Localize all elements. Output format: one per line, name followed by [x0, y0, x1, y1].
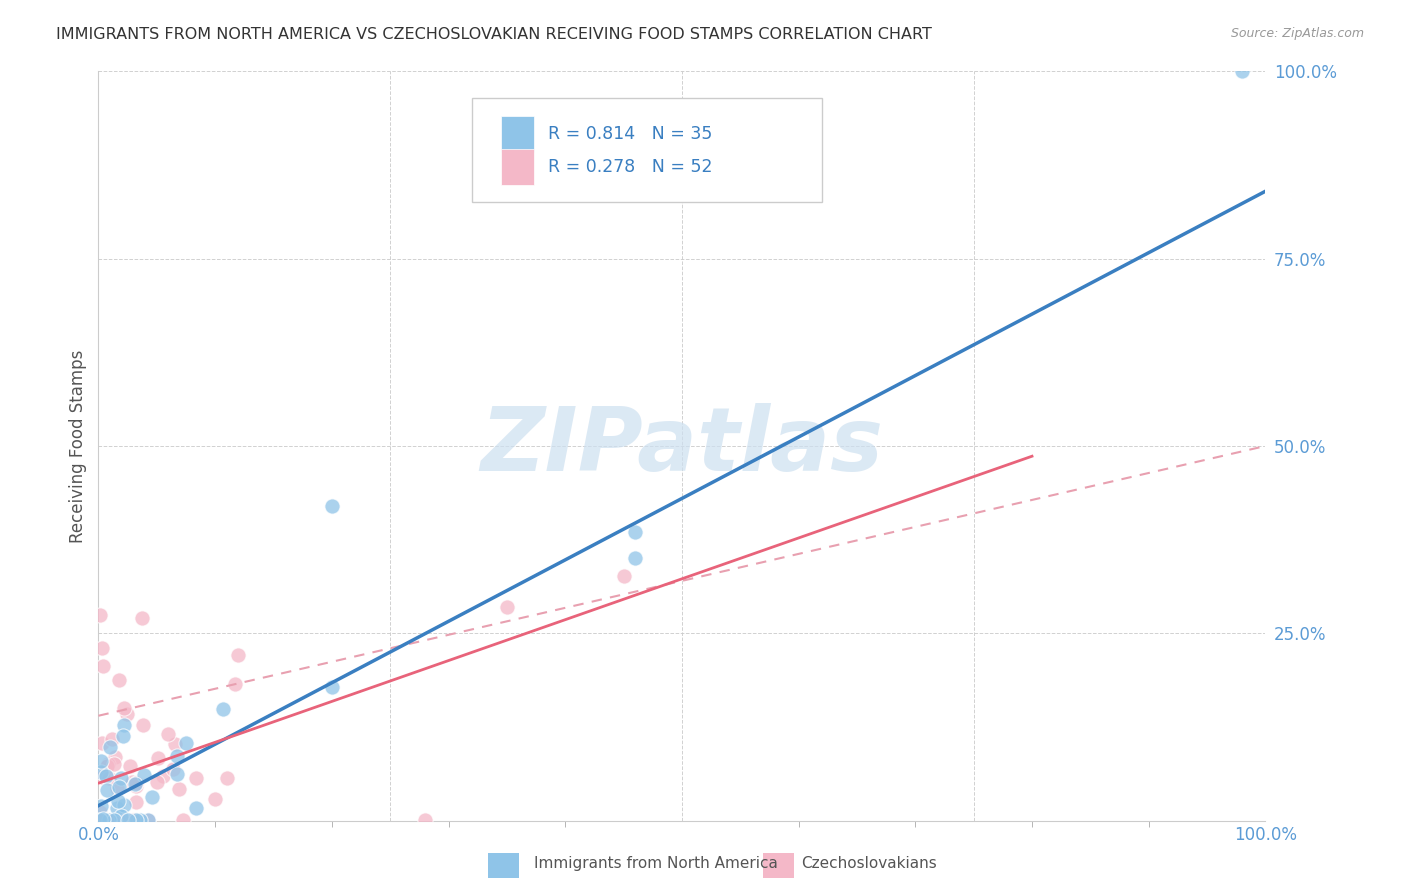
- Point: [103, 813, 125, 827]
- Point: [89, 607, 111, 622]
- Point: [96, 759, 118, 773]
- Point: [186, 771, 208, 785]
- Point: [91, 812, 114, 826]
- Point: [125, 796, 148, 810]
- Point: [146, 774, 169, 789]
- Point: [91, 813, 114, 827]
- Point: [91, 770, 114, 784]
- Point: [136, 813, 159, 827]
- Point: [108, 780, 131, 795]
- Point: [131, 611, 153, 625]
- Point: [152, 769, 174, 783]
- Point: [132, 718, 155, 732]
- Point: [103, 757, 125, 772]
- Y-axis label: Receiving Food Stamps: Receiving Food Stamps: [69, 350, 87, 542]
- Point: [124, 776, 146, 790]
- Point: [224, 677, 246, 691]
- Point: [93, 813, 115, 827]
- Point: [90, 765, 112, 780]
- Point: [104, 749, 127, 764]
- Point: [89, 805, 111, 819]
- Text: IMMIGRANTS FROM NORTH AMERICA VS CZECHOSLOVAKIAN RECEIVING FOOD STAMPS CORRELATI: IMMIGRANTS FROM NORTH AMERICA VS CZECHOS…: [56, 27, 932, 42]
- Point: [90, 754, 112, 768]
- Point: [141, 790, 163, 805]
- Point: [112, 717, 135, 731]
- Point: [89, 813, 111, 827]
- Point: [166, 767, 188, 781]
- Text: Immigrants from North America: Immigrants from North America: [534, 856, 778, 871]
- Point: [90, 798, 112, 813]
- Point: [124, 813, 146, 827]
- Point: [204, 792, 226, 806]
- Point: [321, 499, 343, 513]
- FancyBboxPatch shape: [472, 97, 823, 202]
- Point: [132, 767, 155, 781]
- Point: [165, 737, 187, 751]
- Point: [124, 779, 146, 793]
- Point: [624, 551, 647, 566]
- Point: [413, 813, 436, 827]
- Point: [125, 776, 148, 790]
- Point: [186, 801, 208, 815]
- Point: [89, 813, 111, 827]
- Point: [166, 749, 188, 764]
- Point: [496, 600, 519, 615]
- Point: [108, 673, 131, 687]
- Point: [212, 701, 235, 715]
- Point: [101, 732, 124, 747]
- Point: [111, 729, 134, 743]
- Point: [228, 648, 250, 663]
- Point: [110, 809, 132, 823]
- Point: [97, 813, 120, 827]
- Point: [89, 813, 111, 827]
- Point: [115, 706, 138, 721]
- Point: [146, 750, 169, 764]
- Bar: [501, 149, 534, 185]
- Point: [111, 813, 134, 827]
- Point: [98, 739, 121, 754]
- Point: [96, 813, 118, 827]
- Point: [97, 771, 120, 785]
- Point: [90, 735, 112, 749]
- Point: [117, 813, 139, 827]
- Point: [107, 794, 129, 808]
- Point: [121, 774, 143, 789]
- Point: [157, 726, 180, 740]
- Point: [624, 525, 647, 540]
- Point: [122, 813, 145, 827]
- Point: [172, 813, 194, 827]
- Point: [96, 813, 118, 827]
- Text: R = 0.278   N = 52: R = 0.278 N = 52: [548, 158, 713, 176]
- Point: [105, 801, 128, 815]
- Point: [96, 769, 118, 783]
- Point: [174, 735, 197, 749]
- Point: [97, 757, 120, 772]
- Point: [91, 659, 114, 673]
- Point: [100, 813, 122, 827]
- Point: [129, 813, 152, 827]
- Point: [107, 813, 129, 827]
- Point: [613, 569, 636, 583]
- Point: [118, 759, 141, 773]
- Text: Czechoslovakians: Czechoslovakians: [801, 856, 938, 871]
- Point: [167, 782, 190, 797]
- Point: [112, 701, 135, 715]
- Point: [162, 762, 184, 776]
- Text: R = 0.814   N = 35: R = 0.814 N = 35: [548, 125, 711, 143]
- Text: ZIPatlas: ZIPatlas: [481, 402, 883, 490]
- Point: [104, 813, 127, 827]
- Point: [215, 771, 238, 785]
- Point: [136, 813, 159, 827]
- Point: [105, 780, 128, 795]
- Bar: [501, 116, 534, 152]
- Point: [321, 680, 343, 694]
- Point: [97, 813, 120, 827]
- Text: Source: ZipAtlas.com: Source: ZipAtlas.com: [1230, 27, 1364, 40]
- Point: [91, 640, 114, 655]
- Point: [110, 771, 132, 785]
- Point: [96, 782, 118, 797]
- Point: [1230, 64, 1253, 78]
- Point: [112, 797, 135, 812]
